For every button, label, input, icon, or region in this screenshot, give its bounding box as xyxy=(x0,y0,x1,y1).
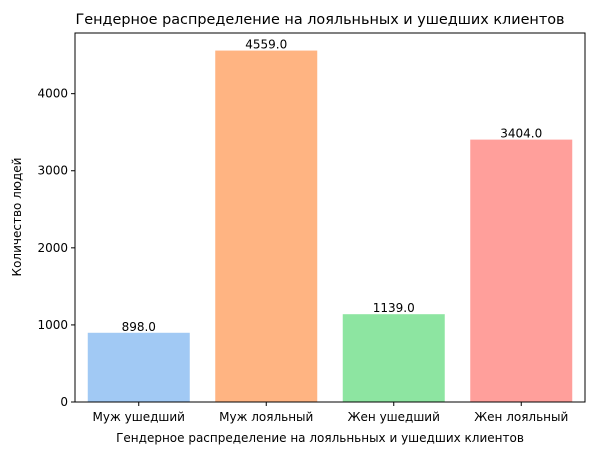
bar-value-label: 898.0 xyxy=(122,320,156,334)
bar xyxy=(87,332,190,402)
bar-value-label: 3404.0 xyxy=(500,127,542,141)
y-axis: 0 1000 2000 3000 4000 xyxy=(37,87,75,409)
bar xyxy=(215,50,318,402)
plot-frame xyxy=(74,32,586,403)
bar xyxy=(470,139,573,402)
bar xyxy=(342,314,445,402)
y-tick-label: 0 xyxy=(60,395,68,409)
x-tick-label: Жен ушедший xyxy=(348,410,440,424)
chart-title: Гендерное распределение на лояльньных и … xyxy=(75,12,564,28)
y-tick-label: 4000 xyxy=(37,87,68,101)
x-axis-label: Гендерное распределение на лояльньных и … xyxy=(116,431,524,445)
bar-value-label: 4559.0 xyxy=(245,38,287,52)
x-axis: Муж ушедший Муж лояльный Жен ушедший Жен ло… xyxy=(93,402,568,424)
x-tick-label: Жен лояльный xyxy=(474,410,568,424)
x-tick-label: Муж ушедший xyxy=(93,410,185,424)
x-tick-label: Муж лояльный xyxy=(219,410,313,424)
bars-group xyxy=(87,50,573,402)
bar-value-label: 1139.0 xyxy=(373,301,415,315)
y-tick-label: 3000 xyxy=(37,164,68,178)
value-labels-group: 898.0 4559.0 1139.0 3404.0 xyxy=(122,38,543,334)
y-tick-label: 1000 xyxy=(37,318,68,332)
y-tick-label: 2000 xyxy=(37,241,68,255)
y-axis-label: Количество людей xyxy=(10,158,24,277)
